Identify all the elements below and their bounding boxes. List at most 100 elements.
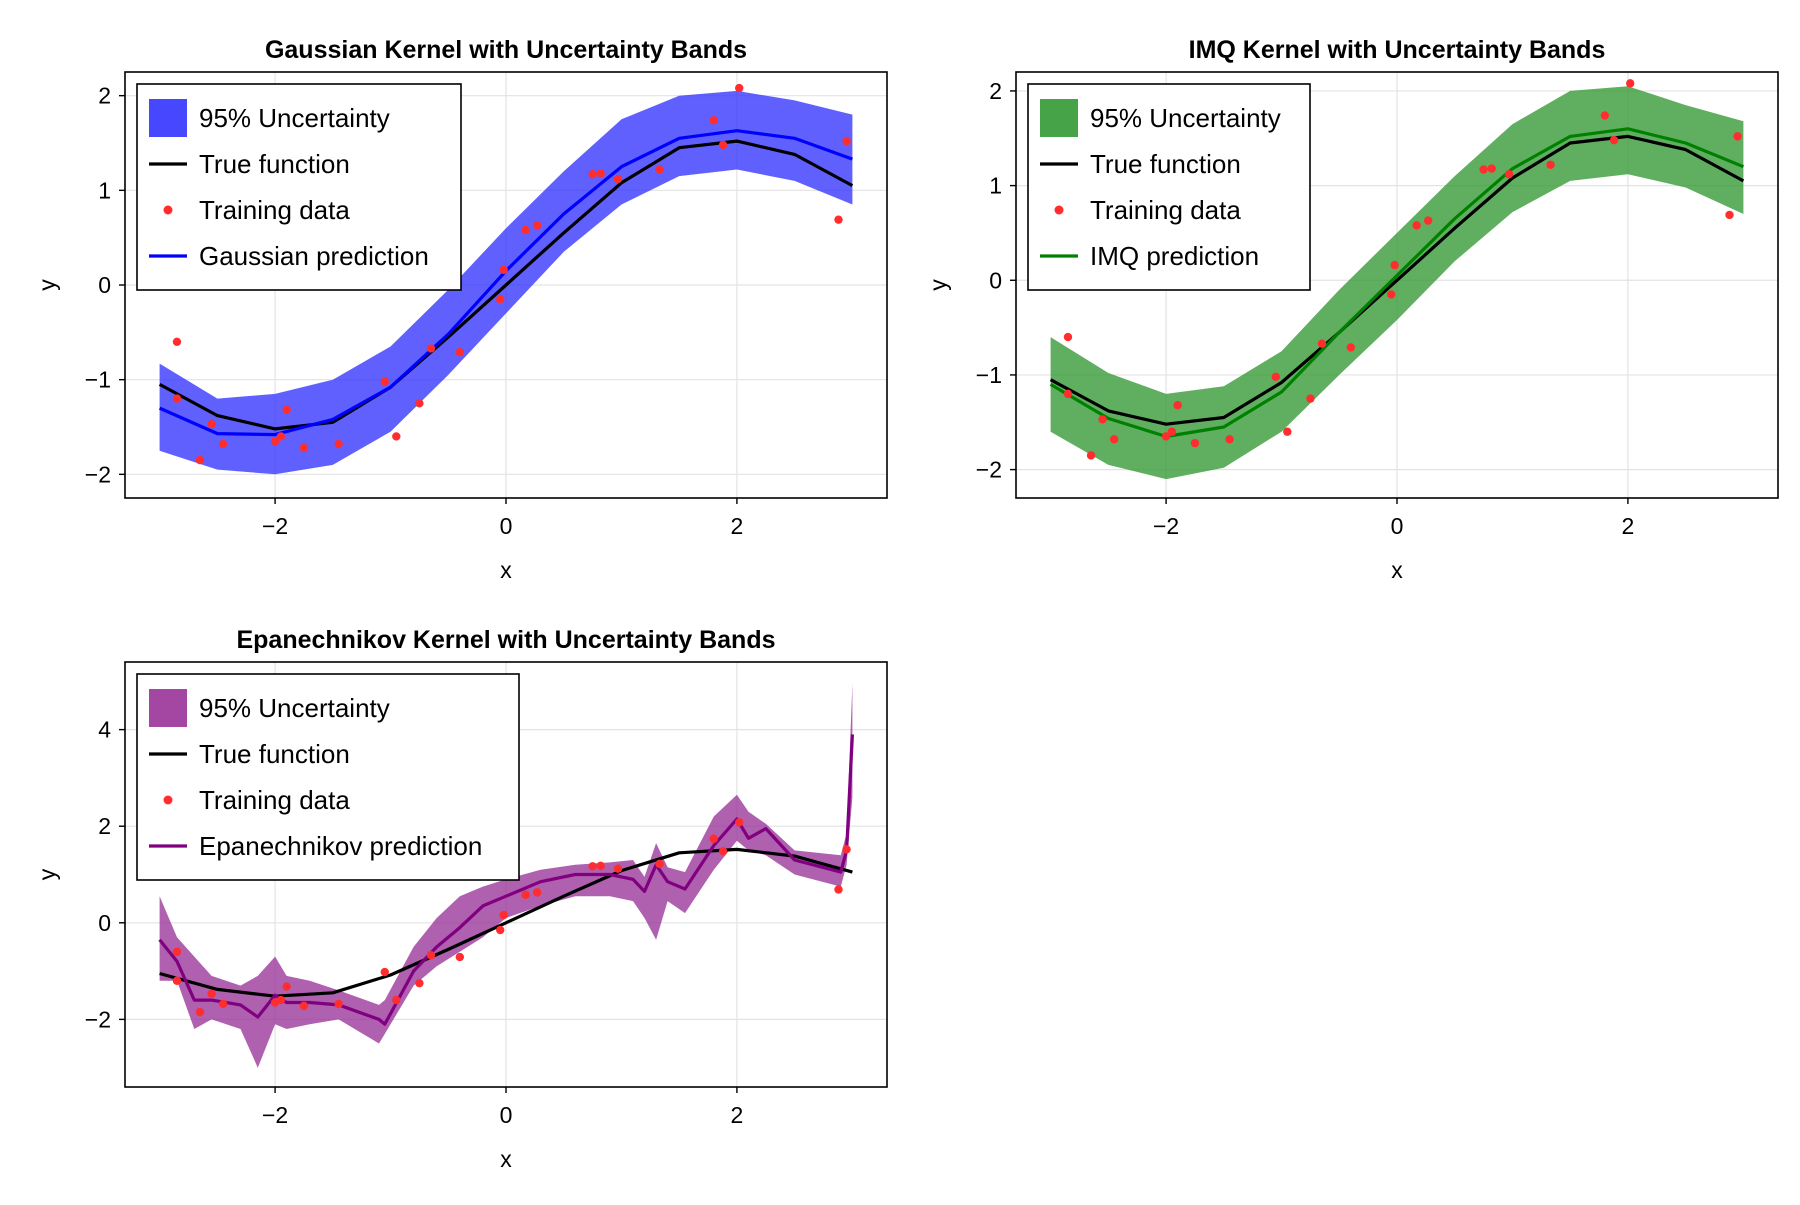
training-data-point [1173, 401, 1182, 410]
training-data-point [455, 348, 465, 357]
x-tick-label: 0 [500, 1102, 513, 1128]
training-data-point [735, 83, 744, 93]
legend: 95% Uncertainty True function Training dat… [136, 673, 520, 881]
training-data-point [276, 432, 286, 441]
training-data-point [499, 910, 508, 920]
chart-title: IMQ Kernel with Uncertainty Bands [1189, 36, 1606, 64]
plot-area [1049, 79, 1745, 480]
training-data-point [532, 221, 542, 230]
x-axis-label: x [500, 557, 512, 583]
x-tick-label: −2 [262, 513, 288, 539]
training-data-point [218, 999, 228, 1009]
training-data-point [1412, 221, 1421, 230]
y-tick-label: 0 [989, 267, 1002, 293]
y-tick-label: 1 [98, 177, 111, 203]
x-tick-label: 2 [731, 513, 744, 539]
y-tick-label: 1 [989, 173, 1002, 199]
y-tick-label: 0 [98, 272, 111, 298]
x-tick-label: −2 [262, 1102, 288, 1128]
training-data-point [1423, 216, 1433, 225]
panel-gaussian: −2 0 2 −2 −1 0 1 2 Gaussian Kernel with Uncertai… [34, 36, 888, 583]
y-tick-label: −1 [976, 362, 1002, 388]
training-data-point [1626, 79, 1635, 88]
training-data-point [496, 925, 505, 935]
training-data-point [842, 136, 851, 146]
legend-label: Epanechnikov prediction [199, 831, 482, 861]
training-data-point [415, 399, 424, 408]
training-data-point [1600, 111, 1610, 120]
training-data-point [426, 950, 436, 960]
training-data-point [1487, 164, 1496, 173]
y-tick-label: −2 [976, 457, 1002, 483]
x-tick-label: 0 [500, 513, 513, 539]
training-data-point [834, 885, 843, 894]
y-tick-label: −1 [85, 367, 111, 393]
true-function-line [158, 139, 854, 431]
legend-label: 95% Uncertainty [1090, 103, 1281, 133]
training-data-point [834, 215, 843, 224]
training-data-point [596, 861, 605, 871]
training-data-point [1725, 210, 1734, 220]
legend-label: IMQ prediction [1090, 241, 1259, 271]
y-tick-label: 2 [989, 78, 1002, 104]
training-data-point [1306, 394, 1315, 403]
training-data-point [334, 439, 343, 449]
training-data-point [718, 847, 728, 856]
training-data-point [1167, 427, 1177, 436]
legend: 95% Uncertainty True function Training dat… [1027, 83, 1311, 291]
training-data-point [613, 174, 623, 184]
legend-label: Training data [1090, 195, 1241, 225]
training-data-point [1387, 290, 1396, 299]
x-tick-label: −2 [1153, 513, 1179, 539]
training-data-point [380, 377, 389, 386]
y-tick-label: 4 [98, 717, 111, 743]
training-data-point [1283, 427, 1292, 436]
training-data-point [1190, 438, 1200, 448]
training-data-point [1225, 435, 1234, 444]
training-data-point [1546, 160, 1555, 169]
training-data-point [1063, 332, 1073, 342]
training-data-point [207, 989, 216, 998]
training-data-point [172, 976, 182, 985]
legend-label: True function [199, 149, 350, 179]
legend-box [136, 83, 462, 291]
y-tick-label: 0 [98, 910, 111, 936]
training-data-point [299, 443, 309, 453]
training-data-point [1390, 260, 1399, 270]
training-data-point [1161, 432, 1171, 441]
training-data-point [172, 337, 182, 346]
legend-label: True function [199, 739, 350, 769]
legend-swatch-training-data [163, 795, 173, 805]
training-data-point [1609, 135, 1619, 145]
training-data-point [1098, 415, 1107, 424]
training-data-point [380, 967, 389, 977]
training-data-point [842, 845, 851, 854]
prediction-line [158, 734, 854, 1026]
x-tick-label: 0 [1391, 513, 1404, 539]
training-data-point [655, 859, 664, 869]
training-data-point [613, 864, 623, 873]
training-data-point [588, 862, 597, 871]
y-tick-label: 2 [98, 83, 111, 109]
legend-label: Training data [199, 785, 350, 815]
training-data-point [426, 344, 436, 353]
legend-swatch-training-data [1054, 205, 1064, 215]
plot-area [158, 83, 854, 475]
legend-swatch-training-data [163, 205, 173, 215]
legend-label: Gaussian prediction [199, 241, 429, 271]
y-axis-label: y [925, 279, 951, 291]
training-data-point [718, 140, 728, 150]
training-data-point [1346, 343, 1356, 352]
chart-title: Gaussian Kernel with Uncertainty Bands [265, 36, 747, 64]
training-data-point [282, 405, 291, 415]
legend-swatch-band [149, 99, 187, 137]
training-data-point [1271, 372, 1280, 382]
uncertainty-band [159, 90, 853, 475]
training-data-point [588, 170, 597, 179]
training-data-point [276, 995, 286, 1005]
training-data-point [207, 419, 216, 429]
panel-imq: −2 0 2 −2 −1 0 1 2 IMQ Kernel with Uncertainty B… [925, 36, 1779, 583]
y-tick-label: −2 [85, 461, 111, 487]
